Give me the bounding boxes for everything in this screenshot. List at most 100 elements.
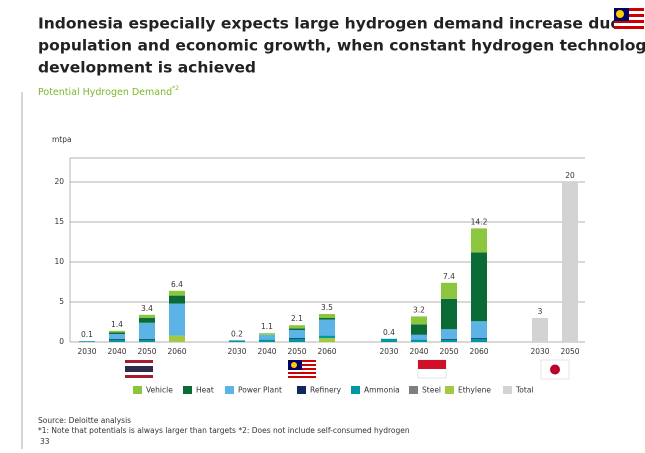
source: Source: Deloitte analysis [38,416,131,425]
total-label: 3 [538,307,543,316]
bar-segment [471,252,487,322]
legend-label: Ammonia [364,386,400,395]
y-tick-label: 15 [54,217,64,226]
total-label: 20 [565,171,575,180]
y-tick-label: 10 [54,257,64,266]
total-label: 3.5 [321,303,333,312]
bar-segment [139,338,155,340]
bar-segment [229,340,245,342]
bar-segment [169,335,185,342]
bar-segment [109,339,125,342]
legend-label: Heat [196,386,214,395]
bar-segment [109,334,125,339]
bar-segment [441,329,457,339]
bar-segment [441,338,457,340]
bar-segment [471,338,487,339]
bar-segment [319,335,335,338]
legend-swatch [503,386,512,394]
total-label: 0.4 [383,328,395,337]
total-label: 7.4 [443,272,455,281]
total-label: 3.4 [141,304,153,313]
total-label: 0.1 [81,330,93,339]
legend-swatch [297,386,306,394]
legend-label: Refinery [310,386,342,395]
bar-segment [411,316,427,325]
title-line: Indonesia especially expects large hydro… [38,15,644,33]
bar-segment [169,290,185,296]
bar-segment [411,334,427,340]
bar-segment [289,338,305,339]
bar-segment [289,330,305,338]
legend-swatch [183,386,192,394]
flag-indonesia [417,359,447,379]
bar-segment [259,333,275,335]
legend-label: Total [515,386,534,395]
bar-segment [411,339,427,342]
bar-segment [411,324,427,335]
bar-segment [139,314,155,318]
flag-malaysia [288,360,316,378]
bar-segment [532,318,548,342]
flag-malaysia-corner [614,8,644,32]
x-tick-label: 2030 [227,347,246,356]
bar-segment [169,295,185,304]
total-label: 6.4 [171,280,183,289]
legend-swatch [351,386,360,394]
bar-segment [139,322,155,339]
subtitle: Potential Hydrogen Demand*2 [38,85,179,98]
bar-segment [289,338,305,342]
x-tick-label: 2040 [107,347,126,356]
bar-segment [139,318,155,323]
bar-segment [381,338,397,342]
bar-segment [319,318,335,320]
total-label: 0.2 [231,329,243,338]
x-tick-label: 2040 [409,347,428,356]
legend-label: Vehicle [146,386,173,395]
y-tick-label: 5 [59,297,64,306]
bar-segment [109,338,125,340]
y-axis-label: mtpa [52,135,72,144]
bar-segment [289,328,305,330]
bar-segment [441,298,457,330]
bar-segment [109,330,125,333]
x-tick-label: 2040 [257,347,276,356]
x-tick-label: 2060 [167,347,186,356]
flag-thailand [125,360,153,378]
y-tick-label: 20 [54,177,64,186]
title-line: population and economic growth, when con… [38,37,645,55]
footnote: *1: Note that potentials is always large… [38,426,410,435]
legend-swatch [133,386,142,394]
total-label: 1.1 [261,322,273,331]
bar-segment [562,182,578,342]
bar-segment [319,338,335,342]
page-number: 33 [40,437,50,446]
x-tick-label: 2060 [317,347,336,356]
x-tick-label: 2030 [530,347,549,356]
bar-segment [109,332,125,334]
legend-swatch [225,386,234,394]
y-tick-label: 0 [59,337,64,346]
flag-japan [540,359,570,380]
x-tick-label: 2050 [287,347,306,356]
legend-swatch [409,386,418,394]
bar-segment [319,314,335,318]
bar-segment [169,303,185,336]
bar-segment [471,321,487,338]
subtitle-note: *2 [172,85,179,92]
x-tick-label: 2050 [560,347,579,356]
legend-swatch [445,386,454,394]
legend-label: Power Plant [238,386,282,395]
bar-segment [259,339,275,342]
total-label: 14.2 [471,217,488,226]
bar-segment [441,339,457,342]
legend-label: Steel [422,386,441,395]
x-tick-label: 2030 [77,347,96,356]
bar-segment [471,228,487,253]
total-label: 3.2 [413,305,425,314]
title-line: development is achieved [38,59,256,77]
bar-segment [139,339,155,342]
bar-segment [471,338,487,342]
bar-segment [259,334,275,340]
bar-segment [319,319,335,336]
